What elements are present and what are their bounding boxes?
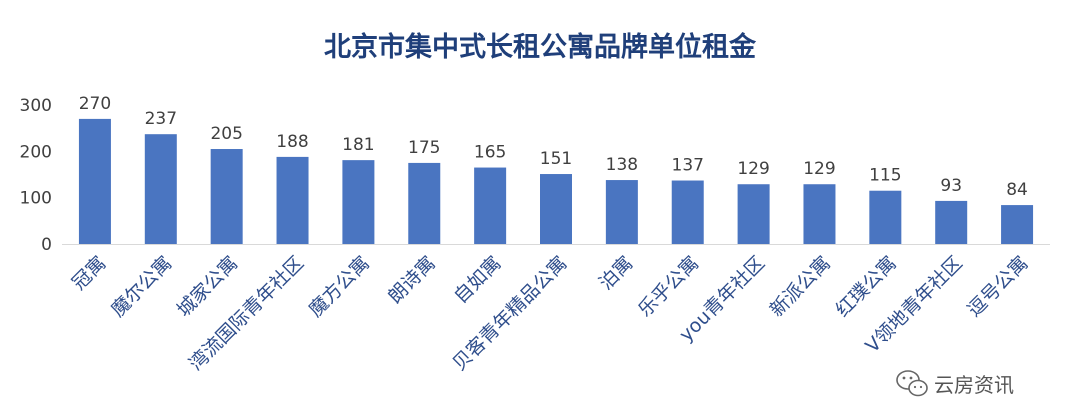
bar [935, 200, 968, 244]
category-label: 乐乎公寓 [634, 252, 703, 321]
category-label: 逗号公寓 [963, 252, 1032, 321]
data-label: 93 [940, 176, 962, 196]
bar [605, 180, 638, 244]
data-label: 129 [737, 159, 769, 179]
data-label: 165 [474, 143, 506, 163]
bar [474, 167, 507, 244]
data-label: 188 [276, 132, 308, 152]
bar [78, 118, 111, 244]
bar [408, 162, 441, 244]
wechat-icon [896, 370, 928, 397]
category-label: 魔尔公寓 [107, 252, 176, 321]
data-label: 237 [145, 109, 177, 129]
category-label: 城家公寓 [173, 252, 242, 321]
category-label: 魔方公寓 [305, 252, 374, 321]
data-label: 175 [408, 138, 440, 158]
bar [276, 156, 309, 244]
data-labels: 270 237 205 188 181 175 165 151 138 137 129 129 115 9… [79, 94, 1028, 200]
bars [78, 118, 1034, 244]
y-axis: 0 100 200 300 [20, 96, 52, 255]
bar [671, 180, 704, 244]
watermark-text: 云房资讯 [934, 373, 1014, 397]
y-tick-label: 0 [41, 235, 52, 255]
category-label: 冠寓 [68, 252, 110, 294]
bar [342, 160, 375, 244]
y-tick-label: 200 [20, 142, 52, 162]
bar [540, 174, 572, 244]
category-label: 泊寓 [595, 252, 637, 294]
data-label: 151 [540, 149, 572, 169]
data-label: 205 [210, 124, 242, 144]
data-label: 138 [606, 155, 638, 175]
category-label: 朗诗寓 [384, 252, 440, 308]
watermark: 云房资讯 [896, 370, 1014, 397]
bar [737, 184, 770, 244]
data-label: 137 [672, 156, 704, 176]
chart-title: 北京市集中式长租公寓品牌单位租金 [324, 31, 757, 63]
category-label: 新派公寓 [766, 252, 835, 321]
category-label: 贝客青年精品公寓 [448, 252, 571, 375]
data-label: 84 [1006, 180, 1028, 200]
y-tick-label: 100 [20, 189, 52, 209]
category-label: 自如寓 [450, 252, 506, 308]
category-label: 湾流国际青年社区 [185, 252, 308, 375]
y-tick-label: 300 [20, 96, 52, 116]
category-label: 红璞公寓 [832, 252, 901, 321]
bar [144, 134, 177, 244]
data-label: 181 [342, 135, 374, 155]
bar [210, 149, 243, 244]
data-label: 115 [869, 166, 901, 186]
data-label: 270 [79, 94, 111, 114]
bar [803, 184, 836, 244]
data-label: 129 [803, 159, 835, 179]
bar [869, 190, 902, 244]
bar [1001, 205, 1034, 244]
